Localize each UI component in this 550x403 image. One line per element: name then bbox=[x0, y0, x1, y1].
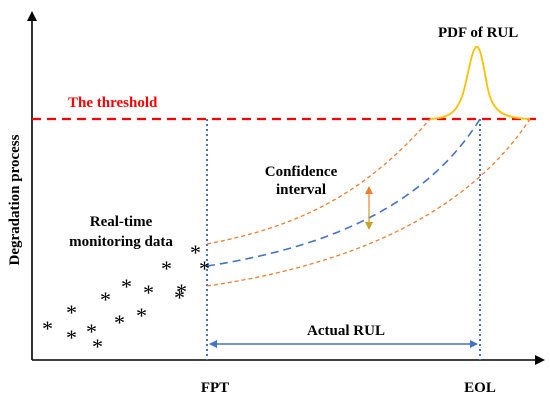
confidence-label-line1: Confidence bbox=[265, 164, 338, 180]
monitoring-data-points: * * * * * * * * * * * * * * * bbox=[42, 240, 210, 359]
data-point: * bbox=[66, 325, 77, 350]
monitoring-label-line1: Real-time bbox=[90, 214, 153, 230]
data-point: * bbox=[143, 280, 154, 305]
eol-label: EOL bbox=[464, 380, 496, 396]
ci-arrowhead-down bbox=[365, 222, 373, 230]
mean-prediction-curve bbox=[206, 118, 481, 267]
monitoring-label-line2: monitoring data bbox=[69, 234, 173, 250]
data-point: * bbox=[42, 316, 53, 341]
data-point: * bbox=[161, 256, 172, 281]
lower-bound-curve bbox=[206, 118, 531, 287]
data-point: * bbox=[100, 287, 111, 312]
pdf-label: PDF of RUL bbox=[438, 25, 518, 41]
data-point: * bbox=[199, 256, 210, 281]
data-point: * bbox=[190, 240, 201, 265]
data-point: * bbox=[121, 274, 132, 299]
fpt-label: FPT bbox=[201, 380, 229, 396]
data-point: * bbox=[66, 300, 77, 325]
data-point: * bbox=[86, 319, 97, 344]
pdf-curve bbox=[429, 46, 531, 120]
upper-bound-curve bbox=[206, 118, 431, 245]
confidence-label-line2: interval bbox=[276, 182, 326, 198]
actual-rul-label: Actual RUL bbox=[307, 323, 385, 339]
threshold-label: The threshold bbox=[68, 95, 158, 111]
ci-arrowhead-up bbox=[365, 186, 373, 194]
data-point: * bbox=[174, 285, 185, 310]
data-point: * bbox=[114, 310, 125, 335]
data-point: * bbox=[136, 303, 147, 328]
y-axis-label: Degradation process bbox=[7, 134, 23, 265]
data-point: * bbox=[176, 279, 187, 304]
data-point: * bbox=[92, 334, 103, 359]
